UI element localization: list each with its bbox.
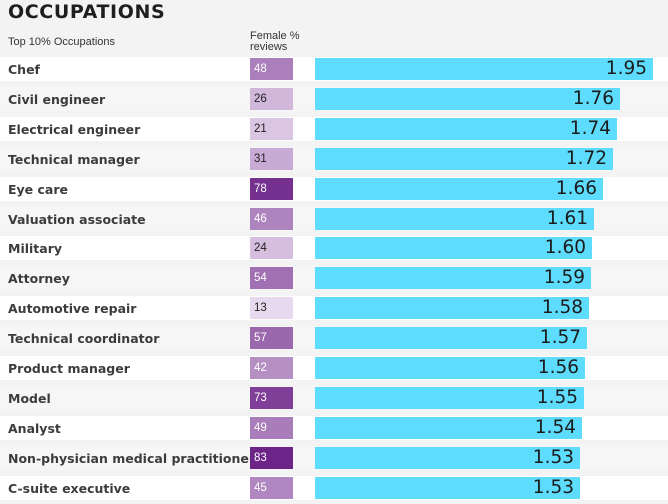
value-label: 1.76 xyxy=(572,87,614,109)
value-bar xyxy=(315,58,653,80)
value-label: 1.72 xyxy=(565,147,607,169)
chart-row: Analyst 49 1.54 xyxy=(0,415,668,441)
value-label: 1.53 xyxy=(532,476,574,498)
chart-row: Civil engineer 26 1.76 xyxy=(0,86,668,112)
female-pct-cell: 54 xyxy=(250,267,293,290)
chart-row: Technical manager 31 1.72 xyxy=(0,146,668,172)
category-label: C-suite executive xyxy=(8,480,131,496)
female-pct-cell: 83 xyxy=(250,446,293,469)
chart-row: Non-physician medical practitioner 83 1.53 xyxy=(0,445,668,471)
female-pct-cell: 78 xyxy=(250,177,293,200)
chart-row: Attorney 54 1.59 xyxy=(0,265,668,291)
female-pct-cell: 26 xyxy=(250,87,293,110)
value-label: 1.53 xyxy=(532,446,574,468)
value-bar xyxy=(315,117,617,140)
value-bar xyxy=(315,386,584,409)
category-label: Attorney xyxy=(8,271,70,287)
category-label: Technical manager xyxy=(8,151,140,167)
category-label: Valuation associate xyxy=(8,211,146,227)
value-label: 1.55 xyxy=(536,386,578,408)
female-pct-cell: 48 xyxy=(250,58,293,80)
value-label: 1.95 xyxy=(605,58,647,79)
value-bar xyxy=(315,446,580,469)
value-label: 1.59 xyxy=(543,267,585,289)
value-bar xyxy=(315,177,603,200)
chart-row: Electrical engineer 21 1.74 xyxy=(0,116,668,142)
female-pct-cell: 46 xyxy=(250,207,293,230)
chart-title: OCCUPATIONS xyxy=(8,1,166,23)
category-label: Analyst xyxy=(8,420,61,436)
female-pct-cell: 21 xyxy=(250,117,293,140)
female-pct-cell: 31 xyxy=(250,147,293,170)
chart-row: Eye care 78 1.66 xyxy=(0,176,668,202)
category-label: Technical coordinator xyxy=(8,331,160,347)
value-bar xyxy=(315,267,591,290)
female-pct-cell: 45 xyxy=(250,476,293,499)
chart-row: Valuation associate 46 1.61 xyxy=(0,206,668,232)
category-label: Military xyxy=(8,241,63,257)
female-pct-cell: 57 xyxy=(250,327,293,350)
value-label: 1.58 xyxy=(541,297,583,319)
value-label: 1.54 xyxy=(534,416,576,438)
chart-row: Automotive repair 13 1.58 xyxy=(0,295,668,321)
female-pct-column-header: Female % reviews xyxy=(250,30,300,53)
value-bar xyxy=(315,357,585,379)
value-label: 1.56 xyxy=(537,357,579,378)
chart-row: C-suite executive 45 1.53 xyxy=(0,475,668,501)
category-label: Chef xyxy=(8,62,40,77)
chart-row: Model 73 1.55 xyxy=(0,385,668,411)
value-bar xyxy=(315,237,592,260)
female-pct-cell: 24 xyxy=(250,237,293,260)
chart-row: Technical coordinator 57 1.57 xyxy=(0,325,668,351)
chart-row: Chef 48 1.95 xyxy=(0,56,668,82)
value-bar xyxy=(315,476,580,499)
category-label: Eye care xyxy=(8,181,69,197)
female-pct-cell: 49 xyxy=(250,416,293,439)
value-label: 1.61 xyxy=(546,207,588,229)
female-pct-cell: 73 xyxy=(250,386,293,409)
category-label: Model xyxy=(8,390,51,406)
category-label: Non-physician medical practitioner xyxy=(8,450,256,466)
value-label: 1.66 xyxy=(555,177,597,199)
value-label: 1.60 xyxy=(544,237,586,259)
female-pct-cell: 42 xyxy=(250,357,293,379)
chart-subtitle: Top 10% Occupations xyxy=(8,36,116,48)
category-label: Product manager xyxy=(8,361,130,376)
value-bar xyxy=(315,416,582,439)
female-pct-cell: 13 xyxy=(250,297,293,320)
value-bar xyxy=(315,87,620,110)
value-label: 1.57 xyxy=(539,327,581,349)
value-bar xyxy=(315,147,613,170)
value-label: 1.74 xyxy=(569,117,611,139)
value-bar xyxy=(315,297,589,320)
category-label: Automotive repair xyxy=(8,301,137,317)
category-label: Civil engineer xyxy=(8,91,106,107)
value-bar xyxy=(315,207,594,230)
chart-row: Military 24 1.60 xyxy=(0,235,668,261)
value-bar xyxy=(315,327,587,350)
chart-row: Product manager 42 1.56 xyxy=(0,355,668,381)
category-label: Electrical engineer xyxy=(8,121,141,137)
